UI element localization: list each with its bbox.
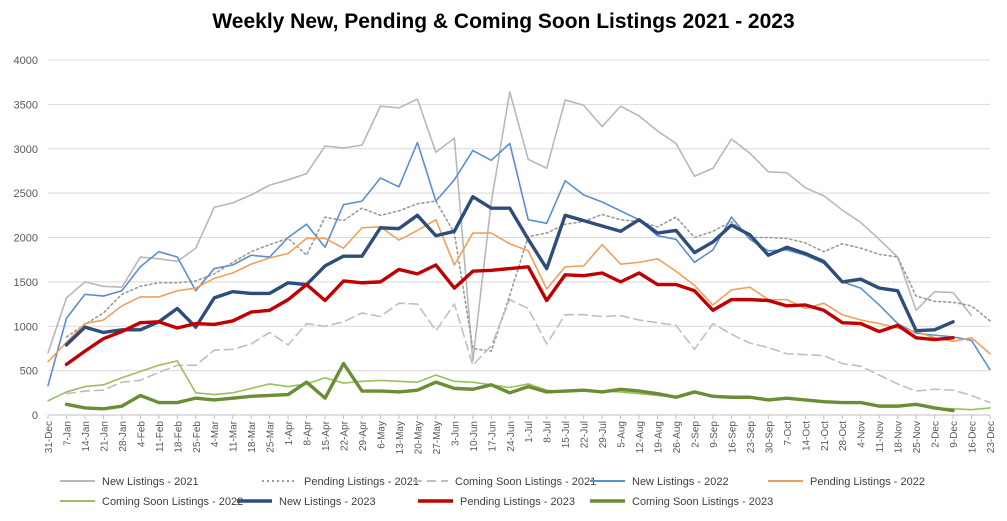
legend-label: Coming Soon Listings - 2021	[455, 476, 596, 488]
y-tick-label: 3500	[14, 99, 38, 111]
x-tick-label: 13-May	[395, 421, 406, 454]
legend-entry: Pending Listings - 2022	[768, 476, 925, 488]
x-tick-label: 11-Nov	[875, 421, 886, 453]
x-tick-label: 20-May	[413, 421, 424, 454]
x-tick-label: 26-Aug	[672, 421, 683, 453]
x-tick-label: 6-May	[376, 421, 387, 449]
y-tick-label: 2000	[14, 233, 38, 245]
x-tick-label: 2-Sep	[690, 421, 701, 448]
x-tick-label: 15-Apr	[321, 420, 332, 451]
x-tick-label: 24-Jun	[506, 421, 517, 452]
legend-label: New Listings - 2023	[279, 496, 376, 508]
y-tick-label: 3000	[14, 144, 38, 156]
x-tick-label: 31-Dec	[44, 421, 55, 453]
x-tick-label: 15-Jul	[561, 421, 572, 448]
x-tick-label: 30-Sep	[764, 421, 775, 454]
series-line-8	[64, 263, 955, 367]
legend-entry: Pending Listings - 2023	[418, 496, 575, 508]
x-tick-label: 1-Jul	[524, 421, 535, 443]
x-tick-label: 4-Feb	[136, 421, 147, 448]
x-tick-label: 25-Mar	[266, 420, 277, 452]
x-tick-label: 17-Jun	[487, 421, 498, 452]
legend-entry: New Listings - 2023	[237, 496, 376, 508]
x-tick-label: 5-Aug	[617, 421, 628, 448]
y-tick-label: 2500	[14, 188, 38, 200]
x-tick-label: 25-Feb	[192, 421, 203, 453]
series-line-2	[65, 200, 991, 352]
y-tick-label: 4000	[14, 55, 38, 67]
legend-label: New Listings - 2021	[102, 476, 199, 488]
x-tick-label: 14-Jan	[81, 421, 92, 452]
x-tick-label: 21-Oct	[820, 421, 831, 451]
legend-label: Pending Listings - 2022	[810, 476, 925, 488]
legend-entry: New Listings - 2022	[590, 476, 729, 488]
x-tick-label: 11-Feb	[155, 421, 166, 452]
x-tick-label: 28-Oct	[838, 421, 849, 451]
legend-entry: Coming Soon Listings - 2021	[413, 476, 596, 488]
x-tick-label: 18-Mar	[247, 420, 258, 452]
x-tick-label: 23-Dec	[986, 421, 997, 453]
x-tick-label: 16-Dec	[968, 421, 979, 453]
series-line-5	[47, 218, 991, 363]
legend-entry: Coming Soon Listings - 2022	[60, 496, 243, 508]
legend-label: Coming Soon Listings - 2023	[632, 496, 773, 508]
x-tick-label: 8-Apr	[303, 420, 314, 445]
x-tick-label: 16-Sep	[727, 421, 738, 454]
x-tick-label: 11-Mar	[229, 420, 240, 452]
y-tick-label: 1000	[14, 321, 38, 333]
series-line-7	[64, 194, 955, 347]
series-line-4	[47, 141, 991, 387]
x-tick-label: 3-Jun	[450, 421, 461, 446]
x-tick-label: 27-May	[432, 421, 443, 454]
x-tick-label: 18-Feb	[173, 421, 184, 453]
x-tick-label: 28-Jan	[118, 421, 129, 452]
y-tick-label: 1500	[14, 277, 38, 289]
x-tick-label: 23-Sep	[746, 421, 757, 454]
x-tick-label: 29-Jul	[598, 421, 609, 448]
legend-label: Coming Soon Listings - 2022	[102, 496, 243, 508]
legend-entry: Coming Soon Listings - 2023	[590, 496, 773, 508]
x-tick-label: 7-Oct	[783, 421, 794, 446]
x-tick-label: 12-Aug	[635, 421, 646, 453]
x-tick-label: 8-Jul	[543, 421, 554, 443]
x-tick-label: 22-Jul	[580, 421, 591, 448]
y-tick-label: 0	[32, 410, 38, 422]
x-tick-label: 21-Jan	[99, 421, 110, 452]
y-tick-label: 500	[20, 366, 38, 378]
x-tick-label: 1-Apr	[284, 420, 295, 445]
legend-entry: New Listings - 2021	[60, 476, 199, 488]
legend-label: New Listings - 2022	[632, 476, 729, 488]
x-tick-label: 19-Aug	[654, 421, 665, 453]
x-tick-label: 29-Apr	[358, 420, 369, 451]
legend-label: Pending Listings - 2023	[460, 496, 575, 508]
x-tick-label: 10-Jun	[469, 421, 480, 452]
x-tick-label: 4-Mar	[210, 420, 221, 447]
chart-title: Weekly New, Pending & Coming Soon Listin…	[212, 10, 795, 33]
x-tick-label: 7-Jan	[62, 421, 73, 446]
legend-entry: Pending Listings - 2021	[262, 476, 419, 488]
legend-label: Pending Listings - 2021	[304, 476, 419, 488]
x-tick-label: 18-Nov	[894, 421, 905, 453]
x-tick-label: 9-Sep	[709, 421, 720, 448]
x-tick-label: 25-Nov	[912, 421, 923, 453]
series-line-9	[64, 361, 955, 413]
x-tick-label: 14-Oct	[801, 421, 812, 451]
x-tick-label: 9-Dec	[949, 421, 960, 448]
x-tick-label: 4-Nov	[857, 421, 868, 448]
series-line-1	[47, 91, 973, 362]
x-tick-label: 2-Dec	[931, 421, 942, 448]
x-tick-label: 22-Apr	[340, 420, 351, 451]
